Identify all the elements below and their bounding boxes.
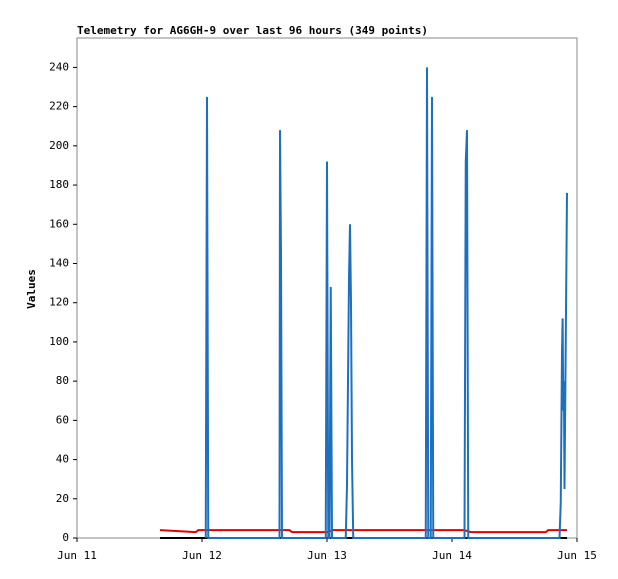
x-tick-label: Jun 13	[307, 549, 347, 562]
y-tick-label: 60	[56, 413, 69, 426]
chart-title: Telemetry for AG6GH-9 over last 96 hours…	[77, 24, 428, 37]
x-tick-label: Jun 11	[57, 549, 97, 562]
y-tick-label: 100	[49, 335, 69, 348]
y-tick-label: 120	[49, 296, 69, 309]
y-tick-label: 40	[56, 453, 69, 466]
y-tick-label: 240	[49, 60, 69, 73]
y-tick-label: 220	[49, 100, 69, 113]
y-tick-label: 20	[56, 492, 69, 505]
y-tick-label: 200	[49, 139, 69, 152]
y-tick-label: 180	[49, 178, 69, 191]
y-axis-label: Values	[25, 269, 38, 309]
x-tick-label: Jun 12	[182, 549, 222, 562]
series-line	[204, 67, 568, 539]
x-tick-label: Jun 15	[557, 549, 597, 562]
x-tick-label: Jun 14	[432, 549, 472, 562]
y-tick-label: 140	[49, 256, 69, 269]
y-tick-label: 0	[62, 531, 69, 544]
y-tick-label: 80	[56, 374, 69, 387]
y-tick-label: 160	[49, 217, 69, 230]
